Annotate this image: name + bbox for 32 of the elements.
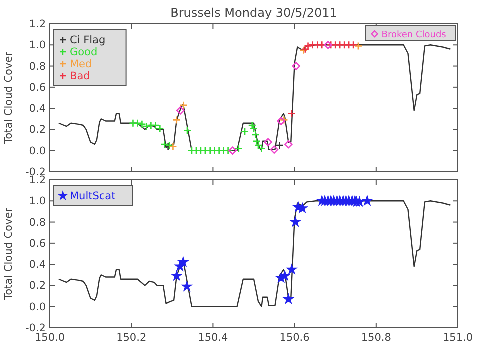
y-tick-label: 1.2 xyxy=(29,18,46,30)
y-tick-label: 1.2 xyxy=(29,174,46,186)
legend-box: Broken Clouds xyxy=(365,26,456,42)
x-tick-label: 150.0 xyxy=(34,332,66,344)
legend-label: Good xyxy=(70,46,98,58)
y-tick-label: 0.8 xyxy=(29,216,46,229)
x-tick-label: 150.8 xyxy=(361,332,392,344)
x-tick-label: 150.6 xyxy=(280,332,310,344)
y-tick-label: 0.0 xyxy=(29,145,46,158)
y-tick-label: 0.0 xyxy=(29,301,46,314)
y-tick-label: 0.4 xyxy=(29,103,46,116)
y-tick-label: 0.8 xyxy=(29,60,46,73)
legend-label: Ci Flag xyxy=(70,34,106,46)
legend-label: Broken Clouds xyxy=(382,30,447,40)
x-tick-label: 150.2 xyxy=(116,332,147,344)
y-tick-label: 0.2 xyxy=(29,280,46,292)
x-tick-label: 150.4 xyxy=(198,332,229,344)
y-tick-label: -0.2 xyxy=(26,322,46,334)
y-tick-label: 0.2 xyxy=(29,124,46,136)
y-tick-label: 0.6 xyxy=(29,238,46,250)
legend-label: Med xyxy=(70,58,92,70)
y-tick-label: 1.0 xyxy=(29,40,46,52)
y-axis-title: Total Cloud Cover xyxy=(3,207,15,301)
legend-label: Bad xyxy=(70,70,90,82)
legend-box: MultScat xyxy=(54,186,134,206)
y-tick-label: 0.4 xyxy=(29,259,46,272)
x-tick-label: 151.0 xyxy=(442,332,474,344)
y-tick-label: 1.0 xyxy=(29,196,46,208)
legend-label: MultScat xyxy=(70,190,116,202)
y-axis-title: Total Cloud Cover xyxy=(3,51,15,145)
y-tick-label: 0.6 xyxy=(29,82,46,94)
chart-title: Brussels Monday 30/5/2011 xyxy=(170,6,338,20)
